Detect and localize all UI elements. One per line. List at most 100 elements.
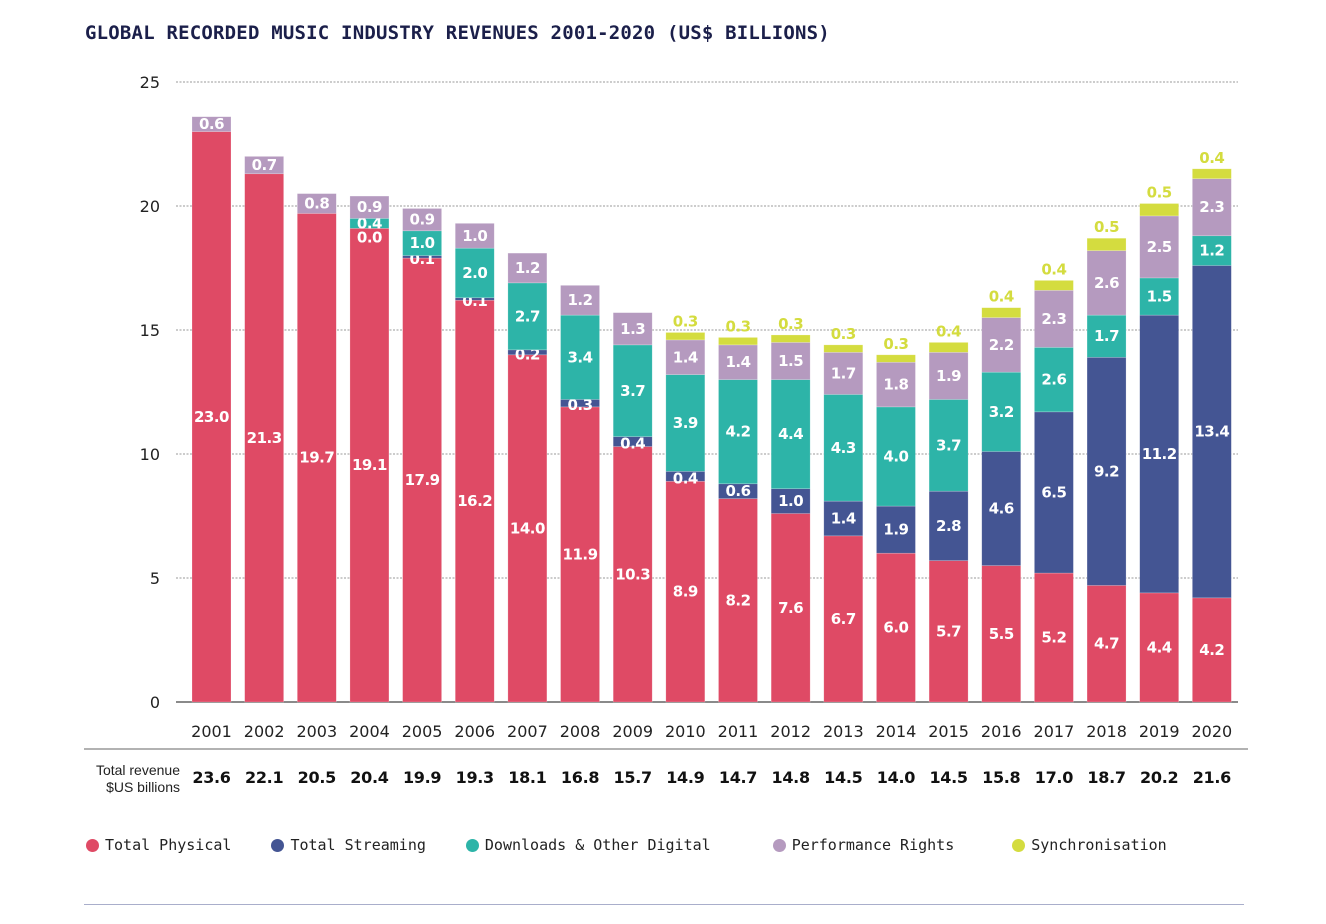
- data-label: 13.4: [1194, 423, 1229, 441]
- bar-segment: [665, 480, 706, 703]
- x-tick-label: 2003: [296, 722, 337, 741]
- data-label: 0.3: [778, 315, 803, 333]
- data-label: 21.3: [247, 429, 282, 447]
- bars: 23.00.621.30.719.70.819.10.00.40.917.90.…: [191, 115, 1232, 703]
- bar-segment: [402, 208, 442, 232]
- bar-stack-2003: 19.7 0.8: [296, 193, 337, 703]
- bar-stack-2010: 8.9 0.4 3.9 1.4 0.3: [665, 312, 706, 703]
- bottom-rule: [84, 904, 1244, 905]
- x-tick-label: 2005: [402, 722, 443, 741]
- bar-segment: [876, 354, 916, 363]
- bar-stack-2002: 21.3 0.7: [244, 156, 284, 703]
- legend-label: Downloads & Other Digital: [484, 836, 711, 854]
- bar-segment: [1192, 265, 1232, 599]
- data-label: 3.2: [989, 403, 1014, 421]
- data-label: 0.4: [936, 322, 961, 340]
- total-value: 14.7: [719, 768, 757, 787]
- bar-segment: [1192, 235, 1232, 266]
- data-label: 0.4: [989, 288, 1014, 306]
- total-value: 14.9: [666, 768, 704, 787]
- data-label: 2.2: [989, 336, 1014, 354]
- bar-stack-2018: 4.7 9.2 1.7 2.6 0.5: [1086, 218, 1127, 703]
- total-value: 19.3: [456, 768, 494, 787]
- bar-segment: [1192, 178, 1232, 237]
- bar-segment: [1086, 585, 1127, 703]
- bar-stack-2004: 19.1 0.00.40.9: [349, 195, 390, 703]
- bar-segment: [191, 116, 232, 132]
- x-tick-label: 2014: [876, 722, 917, 741]
- data-label: 5.7: [936, 622, 961, 640]
- bar-segment: [1139, 277, 1179, 316]
- legend-item: Downloads & Other Digital: [465, 836, 711, 854]
- bar-segment: [402, 257, 442, 703]
- bar-segment: [1034, 280, 1074, 291]
- bar-segment: [402, 230, 442, 256]
- total-value: 14.5: [929, 768, 967, 787]
- x-tick-label: 2016: [981, 722, 1022, 741]
- legend-swatch-icon: [772, 838, 786, 852]
- data-label: 1.2: [1199, 242, 1224, 260]
- data-label: 3.9: [673, 414, 698, 432]
- data-label: 1.4: [725, 353, 750, 371]
- bar-segment: [928, 342, 969, 353]
- bar-segment: [770, 334, 811, 343]
- bar-segment: [928, 560, 969, 703]
- data-label: 11.9: [563, 545, 598, 563]
- bar-segment: [349, 195, 390, 219]
- bar-segment: [1034, 347, 1074, 413]
- data-label: 0.4: [1199, 149, 1224, 167]
- data-label: 0.7: [252, 156, 277, 174]
- legend-item: Synchronisation: [1012, 836, 1167, 854]
- bar-segment: [665, 332, 706, 341]
- data-label: 17.9: [405, 471, 440, 489]
- total-value: 20.2: [1140, 768, 1178, 787]
- x-tick-label: 2018: [1086, 722, 1127, 741]
- legend-label: Total Physical: [105, 836, 232, 854]
- legend-item: Performance Rights: [772, 836, 954, 854]
- bar-segment: [770, 513, 811, 703]
- x-tick-label: 2001: [191, 722, 232, 741]
- data-label: 0.0: [357, 228, 382, 246]
- total-value: 14.0: [877, 768, 915, 787]
- data-label: 1.9: [883, 521, 908, 539]
- data-label: 2.8: [936, 517, 961, 535]
- bar-segment: [718, 337, 758, 346]
- total-value: 22.1: [245, 768, 283, 787]
- data-label: 4.6: [989, 500, 1014, 518]
- data-label: 1.7: [831, 364, 856, 382]
- total-value: 15.8: [982, 768, 1020, 787]
- bar-segment: [560, 314, 600, 400]
- bar-segment: [612, 344, 653, 437]
- x-tick-label: 2015: [928, 722, 969, 741]
- x-tick-label: 2002: [244, 722, 285, 741]
- bar-segment: [928, 399, 969, 492]
- legend-swatch-icon: [271, 838, 285, 852]
- data-label: 23.0: [194, 408, 229, 426]
- bar-segment: [454, 299, 495, 703]
- data-label: 1.7: [1094, 327, 1119, 345]
- data-label: 0.4: [673, 469, 698, 487]
- data-label: 4.2: [1199, 641, 1224, 659]
- bar-segment: [1086, 250, 1127, 316]
- data-label: 10.3: [615, 565, 650, 583]
- bar-stack-2014: 6.0 1.9 4.0 1.8 0.3: [876, 335, 916, 703]
- data-label: 2.6: [1094, 274, 1119, 292]
- total-value: 20.5: [298, 768, 336, 787]
- bar-segment: [1139, 592, 1179, 703]
- data-label: 1.2: [515, 259, 540, 277]
- data-label: 0.3: [673, 312, 698, 330]
- bar-segment: [1192, 597, 1232, 703]
- bar-segment: [191, 131, 232, 703]
- bar-segment: [981, 371, 1022, 452]
- bar-segment: [349, 228, 390, 703]
- total-value: 14.8: [772, 768, 810, 787]
- data-label: 0.3: [568, 396, 593, 414]
- y-tick-label: 5: [150, 569, 160, 588]
- legend-swatch-icon: [1012, 838, 1026, 852]
- x-axis: 2001 2002 2003 2004 2005 2006 2007 2008 2009 2010…: [191, 722, 1232, 741]
- data-label: 5.2: [1041, 629, 1066, 647]
- bar-segment: [244, 173, 284, 703]
- data-label: 0.8: [304, 195, 329, 213]
- y-tick-label: 10: [140, 445, 160, 464]
- bar-segment: [612, 446, 653, 703]
